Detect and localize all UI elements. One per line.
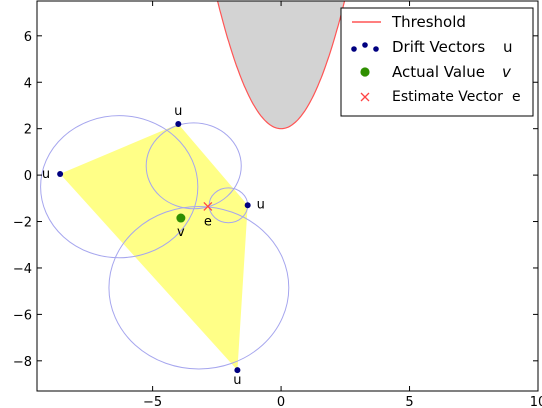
threshold-region [217, 1, 345, 129]
y-tick-label: 0 [24, 169, 32, 184]
axis-ticks: −5 0 5 10 −8 −6 −4 −2 0 2 4 6 [13, 1, 542, 408]
drift-vector-point [234, 367, 241, 374]
drift-vector-label: u [42, 167, 50, 182]
legend-drift-dot [373, 46, 379, 52]
drift-vector-label: u [174, 104, 182, 119]
estimate-vector-label: e [204, 214, 212, 229]
legend-drift-dot [351, 46, 357, 52]
legend: Threshold Drift Vectors u Actual Value v… [340, 7, 534, 117]
y-tick-label: 4 [24, 76, 32, 91]
legend-drift-swatch [351, 42, 379, 52]
legend-actual-label: Actual Value [392, 63, 485, 81]
legend-estimate-cross [360, 92, 370, 102]
plot-area: u u u u v e [40, 1, 346, 388]
y-tick-label: −2 [13, 216, 32, 231]
y-tick-label: 6 [24, 30, 32, 45]
circle-1 [40, 115, 199, 259]
y-tick-label: −4 [13, 262, 32, 277]
plot-frame [36, 0, 539, 392]
legend-estimate-symbol: e [512, 89, 521, 105]
legend-drift-label: Drift Vectors [392, 38, 485, 56]
legend-estimate-label: Estimate Vector [392, 89, 503, 105]
drift-vector-point [175, 121, 182, 128]
x-tick-label: 10 [530, 395, 542, 408]
drift-vector-label: u [257, 197, 265, 212]
legend-actual-symbol: v [502, 63, 512, 81]
legend-estimate-swatch [360, 92, 370, 102]
legend-box [340, 7, 534, 117]
convex-hull [60, 124, 248, 371]
x-tick-label: 5 [405, 395, 413, 408]
x-tick-label: −5 [143, 395, 162, 408]
circles [40, 115, 290, 370]
markers: u u u u v e [42, 104, 265, 388]
x-tick-label: 0 [277, 395, 285, 408]
circle-4 [108, 205, 290, 370]
legend-actual-swatch [360, 67, 370, 77]
drift-vector-label: u [233, 373, 241, 388]
circle-2 [145, 122, 242, 210]
estimate-vector-point [203, 201, 213, 211]
drift-vector-point [57, 170, 64, 177]
threshold-curve [216, 1, 346, 130]
legend-drift-dot [362, 42, 368, 48]
legend-threshold-label: Threshold [391, 13, 466, 31]
actual-value-label: v [177, 225, 185, 240]
y-tick-label: −8 [13, 355, 32, 370]
y-tick-label: 2 [24, 123, 32, 138]
legend-drift-symbol: u [503, 38, 513, 56]
y-tick-label: −6 [13, 308, 32, 323]
drift-vector-point [244, 202, 251, 209]
actual-value-point [176, 213, 186, 223]
